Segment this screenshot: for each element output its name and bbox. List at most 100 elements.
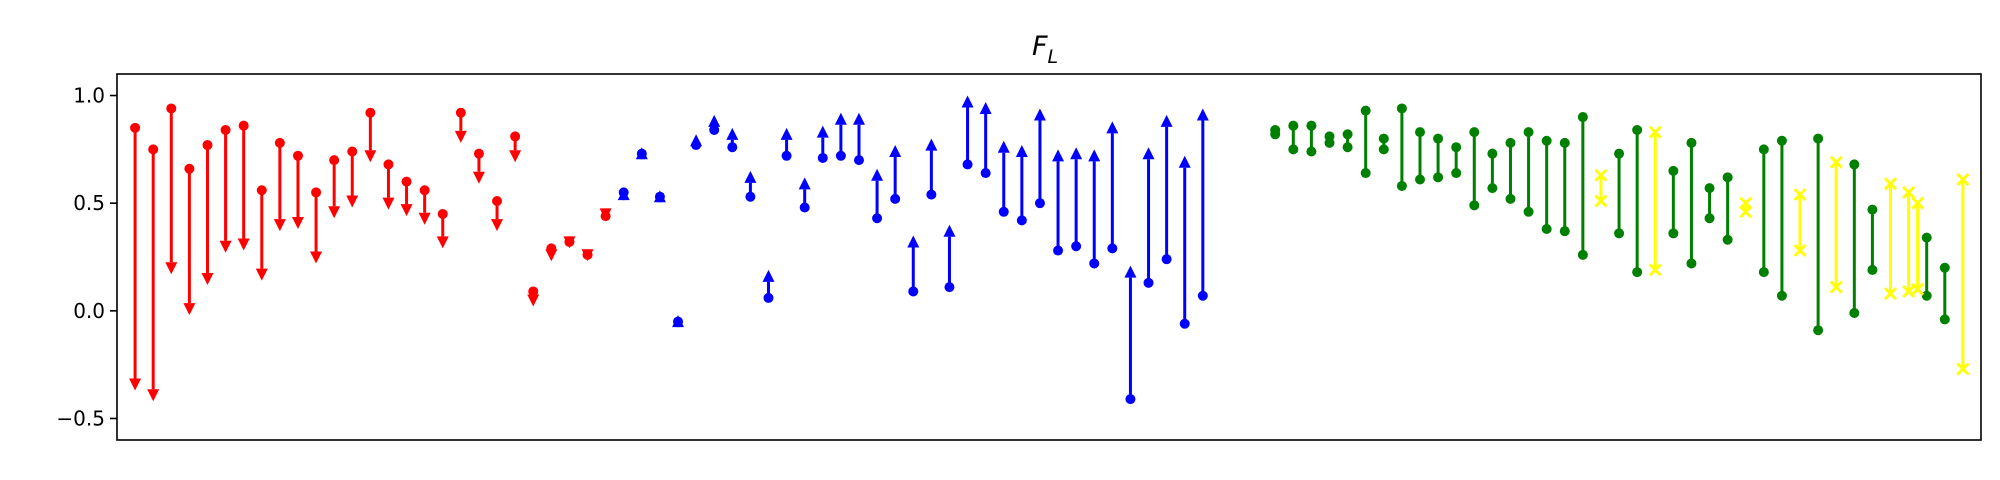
series-point xyxy=(274,137,285,148)
series-point xyxy=(383,159,394,170)
arrow-head xyxy=(997,140,1010,153)
y-tick-label: 0.5 xyxy=(73,191,105,215)
x-marker xyxy=(1829,280,1843,294)
arrow-head xyxy=(925,138,938,151)
arrow-head xyxy=(1196,108,1209,121)
series-point xyxy=(1921,290,1932,301)
arrow-head xyxy=(780,127,793,140)
series-point xyxy=(1306,146,1317,157)
series-point xyxy=(1758,267,1769,278)
series-point xyxy=(166,103,177,114)
y-tick-label: 1.0 xyxy=(73,84,105,108)
arrow-head xyxy=(961,95,974,108)
series-point xyxy=(1577,112,1588,123)
arrow-head xyxy=(599,208,612,221)
series-point xyxy=(1179,318,1190,329)
series-point xyxy=(1849,159,1860,170)
series-point xyxy=(1324,131,1335,142)
series-point xyxy=(1668,228,1679,239)
series-point xyxy=(1342,142,1353,153)
series-point xyxy=(1288,144,1299,155)
x-marker xyxy=(1911,196,1925,210)
arrow-head xyxy=(943,224,956,237)
x-marker xyxy=(1911,282,1925,296)
x-marker xyxy=(1594,194,1608,208)
arrow-head xyxy=(491,219,504,232)
series-point xyxy=(510,131,521,142)
arrow-head xyxy=(545,249,558,262)
y-axis: −0.5 0.0 0.5 1.0 xyxy=(56,84,117,430)
series-point xyxy=(1577,249,1588,260)
series-point xyxy=(1686,137,1697,148)
arrow-head xyxy=(1052,149,1065,162)
series-point xyxy=(962,159,973,170)
arrow-head xyxy=(454,130,467,143)
x-marker xyxy=(1793,244,1807,258)
arrow-head xyxy=(690,134,703,147)
arrow-head xyxy=(1070,147,1083,160)
series-point xyxy=(1396,180,1407,191)
series-point xyxy=(492,196,503,207)
arrow-head xyxy=(726,127,739,140)
x-marker xyxy=(1902,185,1916,199)
arrow-head xyxy=(400,204,413,217)
series-point xyxy=(1523,206,1534,217)
series-point xyxy=(1433,172,1444,183)
series-point xyxy=(1559,137,1570,148)
arrow-head xyxy=(816,125,829,138)
series-point xyxy=(1487,183,1498,194)
x-marker xyxy=(1793,188,1807,202)
series-point xyxy=(1288,120,1299,131)
arrow-head xyxy=(708,114,721,127)
arrow-head xyxy=(129,378,142,391)
series-point xyxy=(908,286,919,297)
x-marker xyxy=(1956,362,1970,376)
series-point xyxy=(311,187,322,198)
series-point xyxy=(781,150,792,161)
series-point xyxy=(256,185,267,196)
series-point xyxy=(1632,124,1643,135)
y-tick-label: −0.5 xyxy=(56,406,105,430)
series-point xyxy=(1559,226,1570,237)
series-point xyxy=(709,124,720,135)
arrow-head xyxy=(310,251,323,264)
arrow-head xyxy=(1142,147,1155,160)
arrow-head xyxy=(798,177,811,190)
arrow-head xyxy=(291,217,304,230)
x-marker xyxy=(1739,196,1753,210)
series-point xyxy=(1776,135,1787,146)
series-point xyxy=(1143,277,1154,288)
series-point xyxy=(1360,168,1371,179)
series-point xyxy=(419,185,430,196)
series-point xyxy=(1813,133,1824,144)
series-point xyxy=(872,213,883,224)
series-point xyxy=(184,163,195,174)
series-point xyxy=(944,282,955,293)
series-point xyxy=(220,124,231,135)
arrow-head xyxy=(834,112,847,125)
arrow-head xyxy=(147,389,160,402)
series-point xyxy=(817,152,828,163)
series-point xyxy=(365,107,376,118)
series-point xyxy=(1396,103,1407,114)
arrow-head xyxy=(472,171,485,184)
x-marker xyxy=(1594,168,1608,182)
series-point xyxy=(1451,168,1462,179)
series-point xyxy=(1704,213,1715,224)
series-point xyxy=(1722,234,1733,245)
arrow-head xyxy=(382,197,395,210)
arrow-head xyxy=(1106,121,1119,134)
series-point xyxy=(1939,314,1950,325)
arrow-head xyxy=(1178,155,1191,168)
series-point xyxy=(1161,254,1172,265)
x-marker xyxy=(1884,177,1898,191)
plot-frame xyxy=(116,73,1982,441)
arrow-head xyxy=(273,219,286,232)
series-point xyxy=(202,140,213,151)
series-point xyxy=(1414,174,1425,185)
series-point xyxy=(1089,258,1100,269)
series-point xyxy=(1704,183,1715,194)
series-point xyxy=(437,208,448,219)
series-point xyxy=(1469,127,1480,138)
arrow-head xyxy=(1015,145,1028,158)
